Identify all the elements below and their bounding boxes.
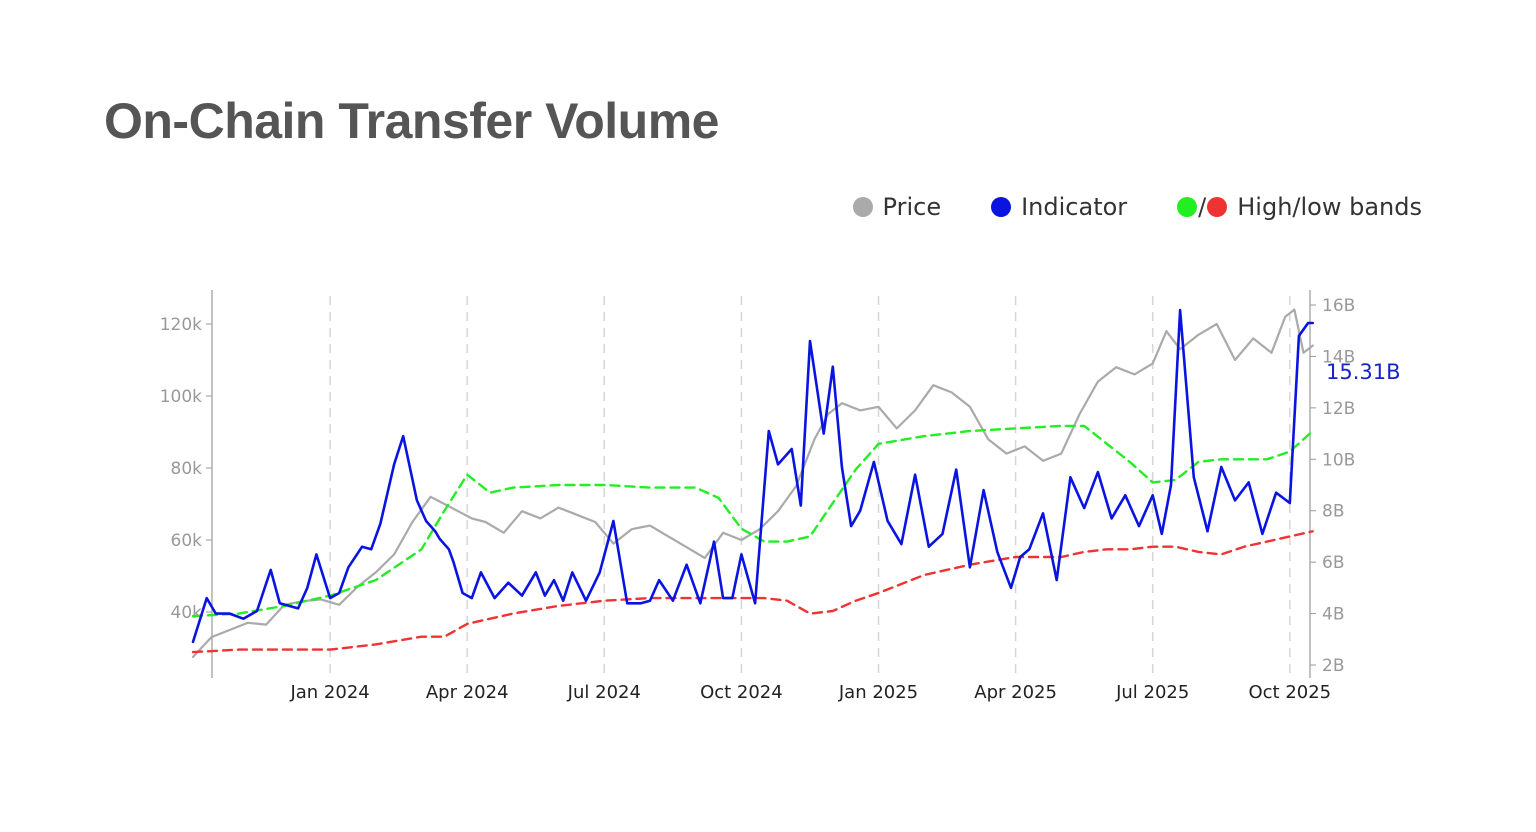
y-left-tick-label: 120k (160, 315, 202, 335)
legend-item-indicator[interactable]: Indicator (991, 193, 1127, 221)
high-band-line (191, 424, 1314, 618)
y-right-tick-label: 4B (1322, 605, 1344, 625)
x-tick-label: Apr 2024 (426, 682, 509, 703)
price-line (191, 308, 1314, 659)
y-right-tick-label: 6B (1322, 553, 1344, 573)
x-tick-label: Jul 2024 (567, 682, 641, 703)
low-band-dot-icon (1207, 197, 1228, 217)
y-right-tick-label: 2B (1322, 656, 1344, 676)
y-left-tick-label: 40k (171, 603, 203, 623)
legend-item-bands[interactable]: / High/low bands (1177, 193, 1422, 221)
chart-legend: Price Indicator / High/low bands (803, 193, 1422, 221)
y-right-tick-label: 12B (1322, 399, 1355, 419)
y-right-tick-label: 16B (1322, 296, 1355, 316)
price-dot-icon (852, 197, 873, 217)
legend-item-price[interactable]: Price (852, 193, 942, 221)
x-tick-label: Jul 2025 (1115, 682, 1189, 703)
y-left-tick-label: 80k (171, 459, 203, 479)
y-right-tick-label: 8B (1322, 502, 1344, 522)
y-left-tick-label: 60k (171, 531, 203, 551)
x-tick-label: Oct 2024 (700, 682, 783, 703)
x-tick-label: Jan 2025 (838, 682, 918, 703)
legend-label-indicator: Indicator (1021, 193, 1128, 221)
x-tick-label: Jan 2024 (289, 682, 369, 703)
high-band-dot-icon (1177, 197, 1198, 217)
x-tick-label: Oct 2025 (1248, 682, 1331, 703)
last-value-label: 15.31B (1326, 360, 1401, 384)
indicator-dot-icon (991, 197, 1012, 217)
indicator-line (191, 308, 1314, 644)
legend-label-price: Price (882, 193, 942, 221)
y-right-tick-label: 14B (1322, 347, 1355, 367)
x-tick-label: Apr 2025 (974, 682, 1057, 703)
legend-slash: / (1198, 193, 1207, 221)
legend-label-bands: High/low bands (1237, 193, 1422, 221)
page-title: On-Chain Transfer Volume (104, 93, 719, 149)
y-left-tick-label: 100k (160, 387, 202, 407)
y-right-tick-label: 10B (1322, 450, 1355, 470)
